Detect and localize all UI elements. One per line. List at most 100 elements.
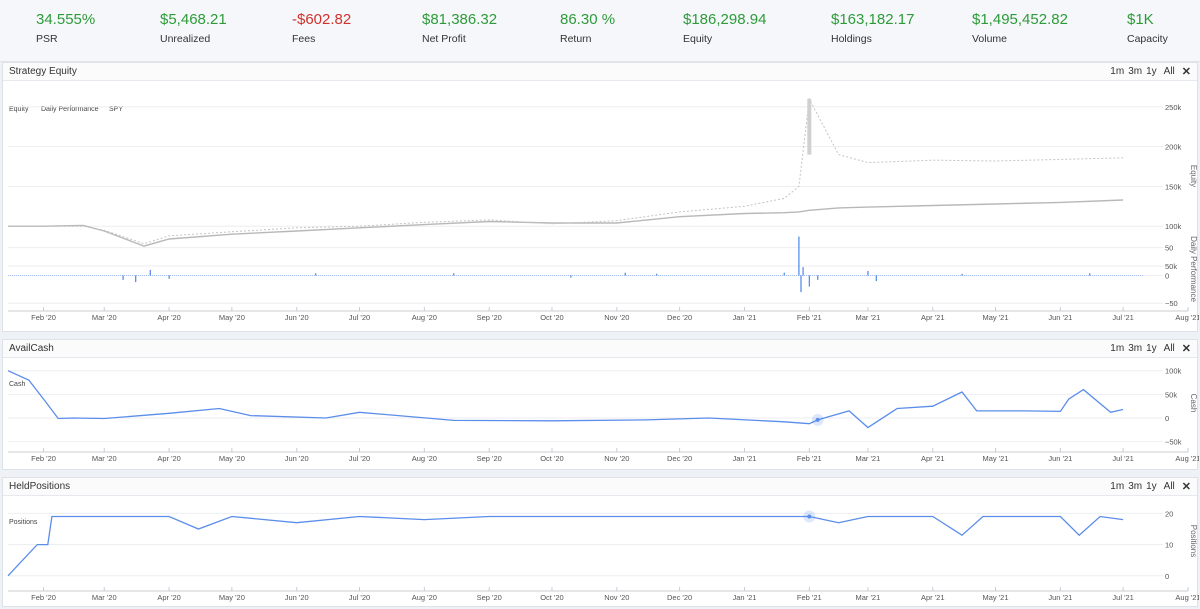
x-tick-label: Jan '21 — [732, 313, 756, 322]
x-tick-label: Jun '21 — [1048, 593, 1072, 602]
x-tick-label: Oct '20 — [540, 454, 564, 463]
x-tick-label: Jul '21 — [1112, 593, 1133, 602]
equity-spike-bar — [807, 98, 812, 155]
stat-label: PSR — [36, 33, 58, 45]
range-3m-button[interactable]: 3m — [1128, 481, 1143, 492]
hover-marker — [807, 514, 812, 519]
legend-item: Equity — [9, 106, 29, 113]
close-icon[interactable]: ✕ — [1181, 66, 1191, 78]
range-all-button[interactable]: All — [1163, 481, 1175, 492]
x-tick-label: Jul '20 — [349, 593, 370, 602]
avail-cash-line — [7, 370, 1124, 429]
hover-marker — [815, 417, 820, 422]
x-tick-label: Dec '20 — [667, 454, 692, 463]
x-tick-label: Oct '20 — [540, 313, 564, 322]
range-1y-button[interactable]: 1y — [1146, 343, 1157, 354]
stat-label: Capacity — [1127, 33, 1168, 45]
strategy-equity-panel: Strategy Equity 1m 3m 1y All ✕ Equity Dai… — [2, 62, 1199, 333]
daily-performance-bar — [808, 275, 811, 287]
x-tick-label: Nov '20 — [604, 313, 629, 322]
cash-chart[interactable]: Cash 100k 50k 0 −50k Cash Feb '20 Mar '20 Apr '2… — [3, 358, 1199, 471]
x-tick-label: Mar '21 — [856, 593, 881, 602]
x-tick-label: Aug '21 — [1175, 593, 1199, 602]
x-tick-label: Jul '21 — [1112, 313, 1133, 322]
daily-performance-bar — [168, 275, 170, 279]
equity-chart[interactable]: Equity Daily Performance SPY 250k 200k 150k 10… — [3, 81, 1199, 333]
x-tick-label: Dec '20 — [667, 313, 692, 322]
stat-unrealized: $5,468.21 Unrealized — [160, 11, 227, 45]
x-tick-label: Aug '20 — [412, 313, 437, 322]
y-tick-label: 250k — [1165, 103, 1182, 112]
y-axis-title: Equity — [1189, 165, 1198, 187]
range-1y-button[interactable]: 1y — [1146, 481, 1157, 492]
stat-volume: $1,495,452.82 Volume — [972, 11, 1068, 45]
x-tick-label: Mar '20 — [92, 454, 117, 463]
x-tick-label: Aug '21 — [1175, 454, 1199, 463]
range-selector: 1m 3m 1y All ✕ — [1110, 65, 1191, 78]
range-3m-button[interactable]: 3m — [1128, 66, 1143, 77]
x-tick-label: Jun '20 — [285, 593, 309, 602]
stat-value: $1K — [1127, 11, 1154, 28]
daily-performance-bar — [817, 275, 819, 280]
daily-performance-bar — [570, 275, 572, 278]
x-tick-label: Mar '21 — [856, 454, 881, 463]
x-tick-label: Mar '21 — [856, 313, 881, 322]
y-axis-title: Cash — [1189, 394, 1198, 413]
y-tick-label: −50k — [1165, 438, 1182, 447]
x-tick-label: Sep '20 — [477, 454, 502, 463]
y-tick-label: 0 — [1165, 414, 1169, 423]
x-tick-label: Sep '20 — [477, 313, 502, 322]
panel-header: Strategy Equity 1m 3m 1y All ✕ — [3, 63, 1197, 81]
x-tick-label: Jun '21 — [1048, 313, 1072, 322]
held-positions-panel: HeldPositions 1m 3m 1y All ✕ Positions 20… — [2, 477, 1199, 608]
x-tick-label: Feb '21 — [797, 593, 822, 602]
panel-header: HeldPositions 1m 3m 1y All ✕ — [3, 478, 1197, 496]
x-tick-label: Feb '21 — [797, 313, 822, 322]
equity-line — [8, 97, 1124, 245]
x-tick-label: Jun '21 — [1048, 454, 1072, 463]
daily-performance-bar — [875, 275, 877, 281]
stat-return: 86.30 % Return — [560, 11, 615, 45]
legend-item: SPY — [109, 106, 123, 113]
range-1m-button[interactable]: 1m — [1110, 66, 1125, 77]
stat-label: Volume — [972, 33, 1008, 45]
x-tick-label: Dec '20 — [667, 593, 692, 602]
stat-label: Equity — [683, 33, 713, 45]
daily-performance-bar — [624, 272, 626, 276]
x-tick-label: Jan '21 — [732, 593, 756, 602]
x-tick-label: Jun '20 — [285, 454, 309, 463]
x-tick-label: Apr '20 — [157, 593, 181, 602]
stat-value: $81,386.32 — [422, 11, 498, 28]
close-icon[interactable]: ✕ — [1181, 481, 1191, 493]
stat-label: Net Profit — [422, 33, 466, 45]
close-icon[interactable]: ✕ — [1181, 343, 1191, 355]
series-label: Cash — [9, 381, 25, 388]
daily-performance-bar — [122, 275, 124, 280]
range-1y-button[interactable]: 1y — [1146, 66, 1157, 77]
series-label: Positions — [9, 519, 38, 526]
daily-performance-bar — [800, 275, 802, 293]
y-tick-label: 100k — [1165, 367, 1182, 376]
range-3m-button[interactable]: 3m — [1128, 343, 1143, 354]
daily-performance-bar — [149, 269, 151, 276]
spy-line — [8, 199, 1124, 247]
y-tick-label: 50 — [1165, 244, 1173, 253]
x-tick-label: Mar '20 — [92, 593, 117, 602]
range-1m-button[interactable]: 1m — [1110, 481, 1125, 492]
stat-holdings: $163,182.17 Holdings — [831, 11, 914, 45]
y-tick-label: 200k — [1165, 143, 1182, 152]
range-1m-button[interactable]: 1m — [1110, 343, 1125, 354]
daily-performance-bar — [802, 267, 804, 276]
y-tick-label: 100k — [1165, 222, 1182, 231]
x-tick-label: May '21 — [983, 454, 1009, 463]
stat-value: $1,495,452.82 — [972, 11, 1068, 28]
panel-header: AvailCash 1m 3m 1y All ✕ — [3, 340, 1197, 358]
x-tick-label: Nov '20 — [604, 454, 629, 463]
daily-performance-bar — [867, 271, 869, 276]
range-all-button[interactable]: All — [1163, 343, 1175, 354]
x-tick-label: Feb '20 — [31, 593, 56, 602]
range-all-button[interactable]: All — [1163, 66, 1175, 77]
positions-chart[interactable]: Positions 20 10 0 Positions Feb '20 Mar '20 Apr… — [3, 496, 1199, 608]
daily-performance-bar — [798, 236, 800, 276]
stat-fees: -$602.82 Fees — [292, 11, 351, 45]
